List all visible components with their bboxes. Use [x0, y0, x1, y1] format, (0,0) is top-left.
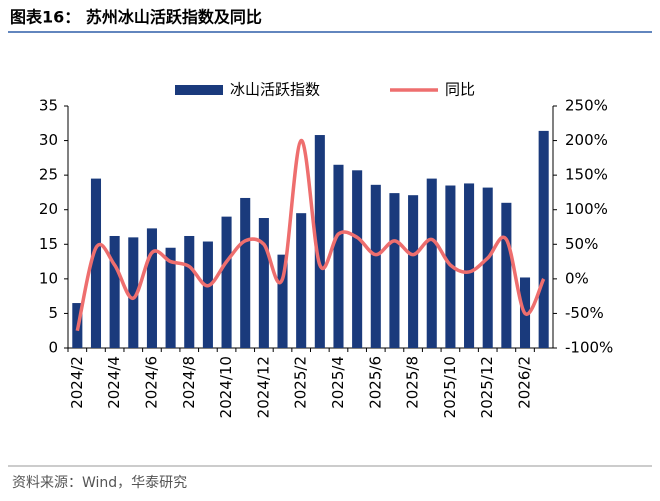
chart-title: 图表16： 苏州冰山活跃指数及同比 [10, 8, 262, 27]
x-tick-label: 2025/8 [404, 356, 422, 409]
x-tick-label: 2024/12 [254, 356, 272, 418]
bar [109, 235, 120, 348]
x-tick-label: 2026/2 [516, 356, 534, 409]
bar [538, 130, 549, 348]
bar [240, 197, 251, 348]
x-tick-label: 2024/6 [142, 356, 160, 409]
bar [146, 228, 157, 348]
bar [501, 202, 512, 348]
bar [482, 187, 493, 348]
bar [352, 170, 363, 348]
bar [258, 218, 269, 348]
legend-swatch [175, 85, 223, 95]
x-tick-label: 2025/4 [329, 356, 347, 409]
y-tick-label: 20 [39, 200, 58, 218]
bar [408, 195, 419, 348]
x-tick-label: 2024/10 [217, 356, 235, 418]
y-tick-label: 5 [48, 304, 58, 322]
bar [184, 235, 195, 348]
y2-tick-label: 100% [565, 200, 608, 218]
y2-tick-label: 250% [565, 97, 608, 115]
x-tick-label: 2024/4 [105, 356, 123, 409]
bar [296, 213, 307, 348]
bar [221, 216, 232, 348]
line [75, 138, 546, 332]
y-tick-label: 10 [39, 269, 58, 287]
bar [277, 254, 288, 348]
x-tick-label: 2025/10 [441, 356, 459, 418]
bar [314, 135, 325, 348]
x-tick-label: 2024/8 [180, 356, 198, 409]
bar [464, 183, 475, 348]
bar [90, 178, 102, 348]
y2-tick-label: -50% [565, 304, 604, 322]
bar [202, 241, 213, 348]
legend-label: 同比 [445, 81, 475, 99]
y-tick-label: 0 [48, 339, 58, 357]
legend-label: 冰山活跃指数 [230, 81, 320, 99]
y2-tick-label: 200% [565, 131, 608, 149]
x-tick-label: 2024/2 [68, 356, 86, 409]
x-tick-label: 2025/12 [478, 356, 496, 418]
x-tick-label: 2025/2 [292, 356, 310, 409]
y2-tick-label: 150% [565, 166, 608, 184]
y-tick-label: 30 [39, 131, 58, 149]
y2-tick-label: 50% [565, 235, 598, 253]
bar [128, 237, 139, 348]
bar [426, 178, 437, 348]
bar [333, 164, 344, 348]
source: 资料来源：Wind，华泰研究 [12, 475, 187, 491]
y2-tick-label: 0% [565, 269, 589, 287]
y2-tick-label: -100% [565, 339, 613, 357]
bar [165, 247, 176, 348]
y-tick-label: 15 [39, 235, 58, 253]
y-tick-label: 35 [39, 97, 58, 115]
y-tick-label: 25 [39, 166, 58, 184]
bar [389, 193, 400, 348]
bar [370, 184, 381, 348]
x-tick-label: 2025/6 [366, 356, 384, 409]
